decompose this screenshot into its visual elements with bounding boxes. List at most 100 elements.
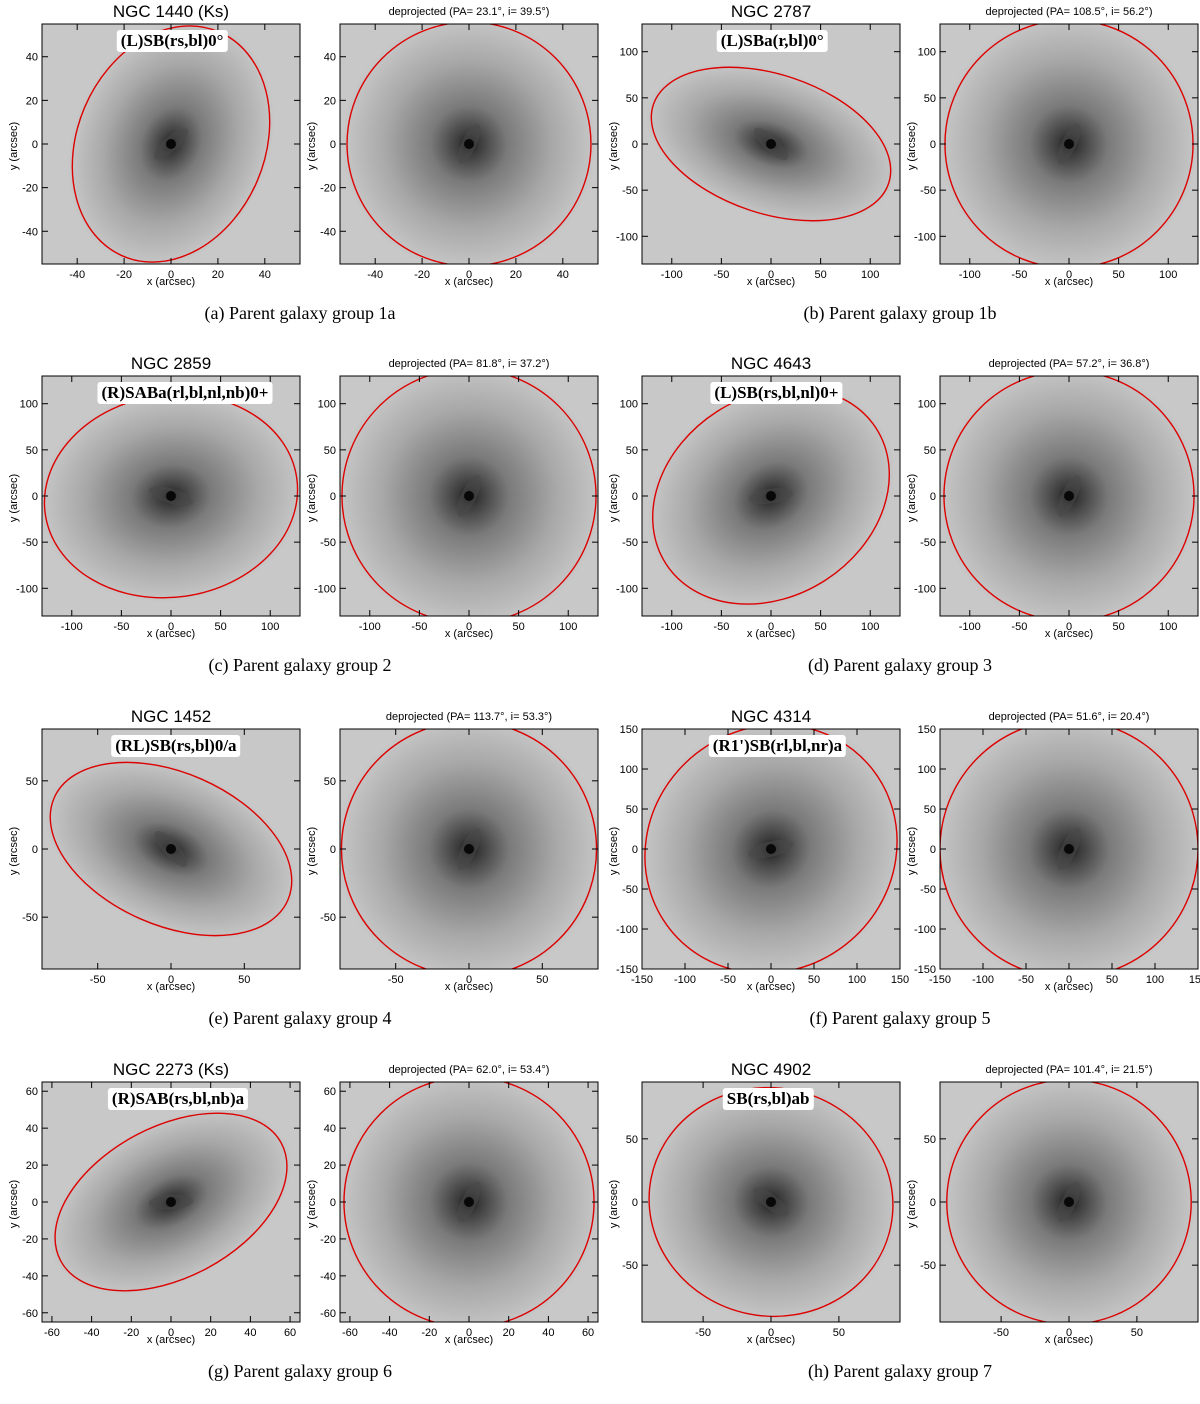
y-tick-label: 40 [324,1123,336,1135]
morphological-type-label: (R)SAB(rs,bl,nb)a [107,1088,249,1110]
x-tick-label: -100 [61,621,83,633]
x-tick-label: 100 [559,621,577,633]
x-tick-label: 100 [1159,269,1177,281]
x-tick-label: 60 [582,1327,594,1339]
y-tick-label: -40 [320,226,336,238]
galaxy-panel-right: -60 -60 -40 -40 -20 -20 0 0 20 20 40 40 60 60 deprojec… [298,1058,599,1358]
x-tick-label: 20 [212,269,224,281]
subfigure-caption: (a) Parent galaxy group 1a [204,303,396,323]
x-axis-label: x (arcsec) [746,628,796,640]
subfigure-caption: (c) Parent galaxy group 2 [208,655,392,675]
x-axis-label: x (arcsec) [444,981,494,993]
y-tick-label: 50 [26,776,38,788]
y-tick-label: -20 [22,1234,38,1246]
galaxy-panel-right: -100 -100 -50 -50 0 0 50 50 100 100 deprojected (P… [898,352,1199,652]
outer-isophote-ellipse [644,729,898,969]
y-tick-label: 0 [330,844,336,856]
y-tick-label: 100 [918,399,936,411]
outer-isophote-ellipse [49,761,293,937]
x-tick-label: 150 [1189,974,1200,986]
x-axis-label: x (arcsec) [444,628,494,640]
x-tick-label: -40 [382,1327,398,1339]
y-tick-label: 50 [26,445,38,457]
x-tick-label: 100 [1159,621,1177,633]
y-axis-label: y (arcsec) [8,121,20,171]
x-tick-label: -50 [993,1327,1009,1339]
x-tick-label: -40 [69,269,85,281]
x-tick-label: 0 [168,621,174,633]
x-tick-label: 20 [205,1327,217,1339]
galaxy-nucleus [464,844,474,854]
x-tick-label: 0 [1066,269,1072,281]
deprojection-title: deprojected (PA= 108.5°, i= 56.2°) [985,6,1153,18]
y-tick-label: -150 [616,964,638,976]
x-tick-label: 0 [768,269,774,281]
y-axis-label: y (arcsec) [306,121,318,171]
y-tick-label: 20 [26,1160,38,1172]
galaxy-plot: -150-150 -100 -100 -50 -50 0 0 50 50 100 100 150 150 [616,724,909,986]
y-tick-label: -50 [920,537,936,549]
y-tick-label: -100 [914,924,936,936]
y-tick-label: 50 [924,445,936,457]
galaxy-plot: -40 -40 -20 -20 0 0 20 20 40 40 [320,23,599,281]
x-tick-label: -50 [713,621,729,633]
galaxy-panel-left: -100 -100 -50 -50 0 0 50 50 100 100 NGC 2787 (L)SBa… [600,0,901,300]
galaxy-group: -50 -50 0 0 50 50 NGC 1452 (RL)SB(rs,bl)0/a x (a… [0,705,600,1051]
galaxy-nucleus [166,491,176,501]
morphological-type-label: (L)SBa(r,bl)0° [716,30,828,52]
galaxy-plot: -100 -100 -50 -50 0 0 50 50 100 100 [616,375,901,633]
y-axis-label: y (arcsec) [608,121,620,171]
y-tick-label: 50 [924,93,936,105]
x-tick-label: 100 [861,621,879,633]
y-tick-label: 0 [930,1197,936,1209]
y-tick-label: 40 [324,52,336,64]
y-tick-label: 100 [620,764,638,776]
x-tick-label: 40 [244,1327,256,1339]
y-axis-label: y (arcsec) [608,1179,620,1229]
x-tick-label: 50 [808,974,820,986]
x-tick-label: -50 [1011,621,1027,633]
y-tick-label: -60 [22,1308,38,1320]
x-tick-label: -100 [661,269,683,281]
y-tick-label: 0 [930,844,936,856]
y-tick-label: -50 [22,912,38,924]
outer-isophote-ellipse [652,387,890,605]
x-tick-label: -100 [959,269,981,281]
y-tick-label: -20 [320,183,336,195]
morphological-type-label: (L)SB(rs,bl)0° [116,30,228,52]
galaxy-group: -100 -100 -50 -50 0 0 50 50 100 100 NGC 4643 (L)SB(… [600,352,1200,698]
galaxy-panel-left: -100 -100 -50 -50 0 0 50 50 100 100 NGC 2859 (R)SAB… [0,352,301,652]
x-tick-label: 100 [1146,974,1164,986]
y-axis-label: y (arcsec) [8,473,20,523]
x-axis-label: x (arcsec) [1044,1334,1094,1346]
x-tick-label: -60 [342,1327,358,1339]
subfigure-caption: (g) Parent galaxy group 6 [208,1361,392,1381]
x-axis-label: x (arcsec) [444,1334,494,1346]
galaxy-name: NGC 1440 (Ks) [112,2,230,21]
x-tick-label: 0 [768,621,774,633]
x-tick-label: 0 [768,1327,774,1339]
galaxy-panel-left: -50 -50 0 0 50 50 NGC 4902 SB(rs,bl)ab x (arcsec… [600,1058,901,1358]
x-tick-label: 60 [284,1327,296,1339]
galaxy-nucleus [766,491,776,501]
y-tick-label: 0 [32,844,38,856]
x-tick-label: 40 [557,269,569,281]
y-tick-label: -50 [320,912,336,924]
y-tick-label: -50 [622,185,638,197]
y-axis-label: y (arcsec) [906,473,918,523]
galaxy-plot: -100 -100 -50 -50 0 0 50 50 100 100 [914,375,1199,633]
morphological-type-label: SB(rs,bl)ab [722,1088,814,1110]
y-axis-label: y (arcsec) [8,826,20,876]
y-tick-label: 0 [330,1197,336,1209]
y-tick-label: 60 [26,1086,38,1098]
y-tick-label: -40 [22,226,38,238]
galaxy-group: -150 -150 -100 -100 -50 -50 0 0 50 50 100 100 150 150… [600,705,1200,1051]
subfigure-caption: (f) Parent galaxy group 5 [809,1008,991,1028]
y-tick-label: -50 [920,185,936,197]
y-tick-label: 0 [330,139,336,151]
galaxy-nucleus [766,139,776,149]
morphological-type-label: (RL)SB(rs,bl)0/a [111,735,241,757]
x-tick-label: 0 [768,974,774,986]
y-tick-label: 0 [632,1197,638,1209]
y-tick-label: 100 [918,47,936,59]
